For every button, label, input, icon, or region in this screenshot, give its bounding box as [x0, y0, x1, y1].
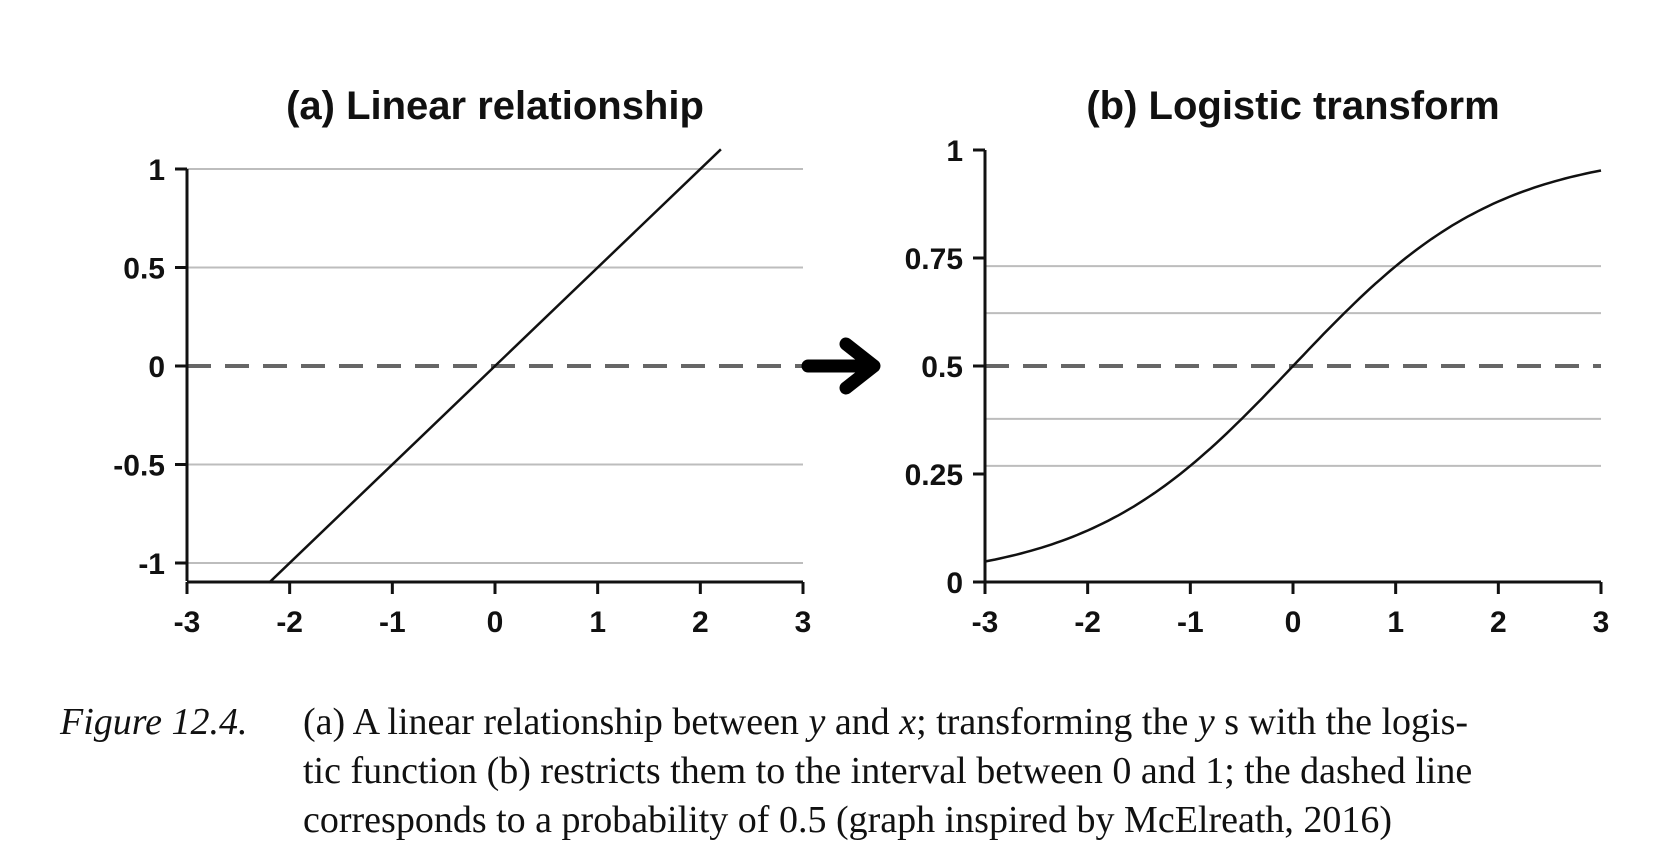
y-tick-label: 0.5 [123, 253, 165, 286]
caption-variable: x [899, 701, 917, 743]
x-tick-label: 2 [1490, 606, 1507, 639]
y-tick-label: 0.75 [905, 243, 963, 276]
caption-text-segment: (a) A linear relationship between [303, 701, 809, 743]
panel-linear: (a) Linear relationship 1 0.5 0 -0.5 -1 -3 -2 -… [113, 84, 811, 639]
y-tick-label: 0 [148, 351, 165, 384]
caption-variable: y [1197, 701, 1215, 743]
caption-text-segment: s with the logis- [1214, 701, 1469, 743]
y-tick-label: 1 [946, 135, 963, 168]
figure-canvas: (a) Linear relationship 1 0.5 0 -0.5 -1 -3 -2 -… [113, 84, 1610, 639]
caption-line-2: tic function (b) restricts them to the i… [303, 750, 1473, 792]
y-tick-label: -0.5 [113, 450, 165, 483]
axes [175, 167, 805, 594]
linear-series-line [268, 148, 722, 584]
y-tick-label: 0.5 [921, 351, 963, 384]
tick-labels: 1 0.5 0 -0.5 -1 -3 -2 -1 0 1 2 3 [113, 154, 811, 639]
right-arrow-icon [801, 337, 881, 395]
y-tick-label: 0.25 [905, 459, 963, 492]
chart-title-logistic: (b) Logistic transform [1086, 84, 1499, 128]
x-tick-label: 3 [1593, 606, 1610, 639]
caption-text-segment: and [825, 701, 900, 743]
y-tick-label: 1 [148, 154, 165, 187]
caption-text-segment: ; transforming the [916, 701, 1198, 743]
caption-line-3: corresponds to a probability of 0.5 (gra… [303, 799, 1393, 841]
logistic-series-curve [984, 169, 1602, 563]
x-tick-label: -2 [1074, 606, 1101, 639]
grid-lines [985, 265, 1601, 467]
x-tick-label: -3 [972, 606, 999, 639]
caption-text: (a) A linear relationship between y and … [303, 698, 1472, 845]
x-tick-label: 2 [692, 606, 709, 639]
panel-logistic: (b) Logistic transform 1 0.75 0.5 0.25 0 -3 -2… [905, 84, 1610, 639]
y-tick-label: -1 [138, 548, 165, 581]
x-tick-label: -3 [174, 606, 201, 639]
tick-labels: 1 0.75 0.5 0.25 0 -3 -2 -1 0 1 2 3 [905, 135, 1610, 639]
caption-variable: y [808, 701, 826, 743]
x-tick-label: 0 [1285, 606, 1302, 639]
x-tick-label: -1 [379, 606, 406, 639]
caption-label: Figure 12.4. [60, 701, 248, 743]
axes [973, 148, 1603, 594]
x-tick-label: -1 [1177, 606, 1204, 639]
y-tick-label: 0 [946, 567, 963, 600]
x-tick-label: 0 [487, 606, 504, 639]
x-tick-label: 3 [795, 606, 812, 639]
x-tick-label: -2 [276, 606, 303, 639]
caption-line-1: (a) A linear relationship between y and … [303, 698, 1472, 747]
x-tick-label: 1 [589, 606, 606, 639]
x-tick-label: 1 [1387, 606, 1404, 639]
chart-title-linear: (a) Linear relationship [286, 84, 704, 128]
